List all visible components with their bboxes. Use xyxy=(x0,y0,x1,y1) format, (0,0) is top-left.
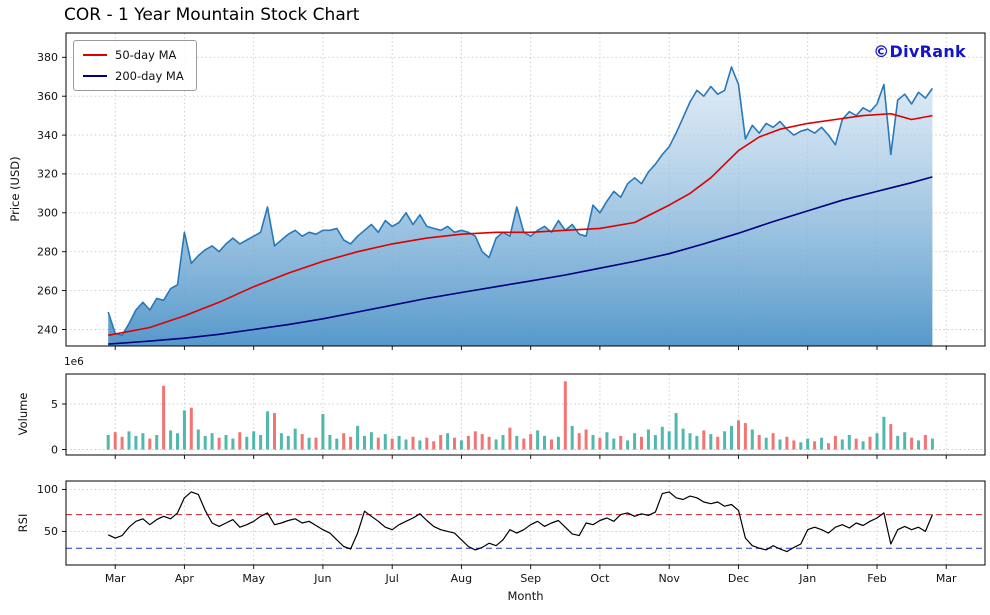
svg-text:May: May xyxy=(242,572,265,585)
svg-text:Aug: Aug xyxy=(451,572,472,585)
svg-text:380: 380 xyxy=(37,51,58,64)
svg-text:Nov: Nov xyxy=(658,572,680,585)
svg-text:280: 280 xyxy=(37,246,58,259)
legend: 50-day MA 200-day MA xyxy=(73,40,197,91)
svg-text:Oct: Oct xyxy=(590,572,610,585)
svg-text:100: 100 xyxy=(37,483,58,496)
svg-text:260: 260 xyxy=(37,284,58,297)
x-axis-label: Month xyxy=(507,589,544,603)
svg-text:Mar: Mar xyxy=(105,572,126,585)
y-tick-labels: 50 100 xyxy=(37,483,66,538)
legend-item-ma50: 50-day MA xyxy=(83,48,184,62)
svg-text:360: 360 xyxy=(37,90,58,103)
x-ticks xyxy=(114,455,947,459)
svg-text:Jul: Jul xyxy=(385,572,399,585)
price-axis-label: Price (USD) xyxy=(8,156,22,222)
volume-axis-label: Volume xyxy=(16,392,30,436)
volume-bars xyxy=(106,381,934,450)
gridlines xyxy=(66,481,985,565)
rsi-axis-label: RSI xyxy=(16,513,30,533)
price-panel-border xyxy=(65,32,986,347)
watermark: ©DivRank xyxy=(873,42,966,61)
chart-title: COR - 1 Year Mountain Stock Chart xyxy=(64,5,360,25)
svg-text:0: 0 xyxy=(51,443,58,456)
svg-text:300: 300 xyxy=(37,207,58,220)
svg-text:240: 240 xyxy=(37,323,58,336)
svg-text:Mar: Mar xyxy=(936,572,957,585)
legend-label-ma50: 50-day MA xyxy=(115,48,177,62)
y-tick-labels: 240 260 280 300 320 340 360 380 xyxy=(37,51,66,336)
ma200-line-swatch xyxy=(83,74,107,78)
rsi-line xyxy=(107,491,933,553)
legend-item-ma200: 200-day MA xyxy=(83,69,184,83)
svg-text:Apr: Apr xyxy=(175,572,195,585)
svg-text:340: 340 xyxy=(37,129,58,142)
svg-text:50: 50 xyxy=(44,525,58,538)
svg-text:Jun: Jun xyxy=(313,572,331,585)
svg-text:5: 5 xyxy=(51,398,58,411)
price-mountain-area xyxy=(108,67,933,346)
rsi-panel-border xyxy=(65,480,986,566)
volume-scale-offset-text: 1e6 xyxy=(64,356,84,368)
x-tick-labels: Mar Apr May Jun Jul Aug Sep Oct Nov Dec Jan Feb Mar xyxy=(105,565,957,585)
svg-text:Jan: Jan xyxy=(798,572,816,585)
ma50-line xyxy=(108,112,933,337)
svg-text:Feb: Feb xyxy=(867,572,886,585)
y-tick-labels: 05 xyxy=(51,398,66,456)
price-line xyxy=(107,66,934,337)
ma200-line xyxy=(108,176,933,345)
x-ticks xyxy=(114,346,947,350)
volume-panel-border xyxy=(65,373,986,456)
svg-text:Dec: Dec xyxy=(728,572,749,585)
ma50-line-swatch xyxy=(83,53,107,57)
svg-text:320: 320 xyxy=(37,168,58,181)
svg-text:Sep: Sep xyxy=(520,572,541,585)
legend-label-ma200: 200-day MA xyxy=(115,69,184,83)
